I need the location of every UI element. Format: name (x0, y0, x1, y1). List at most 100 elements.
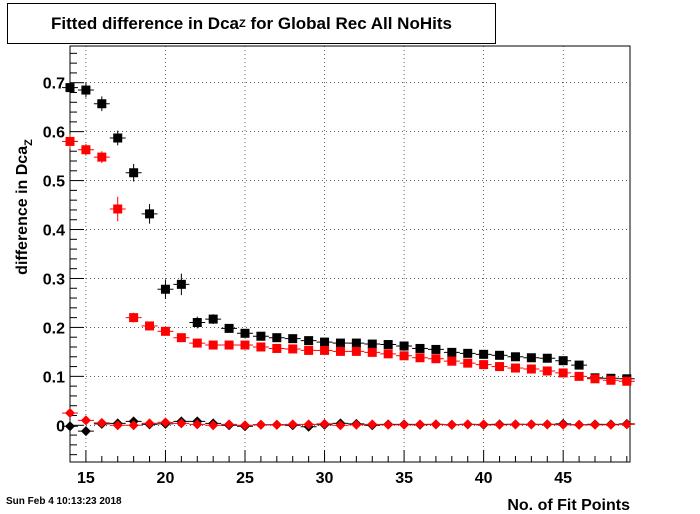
series-3 (62, 408, 635, 431)
data-point (446, 419, 457, 430)
data-point (240, 420, 250, 431)
data-point (510, 352, 520, 362)
data-point (574, 360, 584, 370)
data-point (430, 419, 441, 430)
tick-label-layer: 15 20 25 30 35 40 45 0 0.1 0.2 0.3 0.4 0.5 0.6 0.7 (43, 76, 572, 487)
data-point (113, 204, 123, 214)
data-point (335, 420, 346, 431)
data-point (176, 333, 186, 343)
data-point (256, 331, 266, 341)
data-point (542, 366, 552, 376)
series-0 (62, 77, 635, 384)
data-point (129, 168, 139, 178)
y-axis-label: difference in DcaZ (14, 139, 35, 275)
y-axis-label-main: difference in Dca (14, 146, 31, 275)
data-point (80, 415, 91, 426)
data-point (192, 338, 202, 348)
data-point (319, 418, 330, 429)
data-point (399, 419, 410, 430)
x-axis-label: No. of Fit Points (507, 497, 630, 514)
data-point (255, 419, 266, 430)
x-tick-label: 30 (316, 470, 334, 487)
data-point (113, 133, 123, 143)
data-point (447, 356, 457, 366)
x-tick-label: 15 (77, 470, 95, 487)
y-tick-label: 0.1 (43, 369, 65, 386)
data-point (304, 345, 314, 355)
data-point (224, 419, 235, 430)
y-tick-label: 0.4 (43, 223, 65, 240)
data-point (129, 313, 139, 323)
data-point (510, 363, 520, 373)
data-point (160, 417, 171, 428)
data-point (622, 376, 632, 386)
data-layer (62, 77, 635, 437)
data-point (65, 136, 75, 146)
data-point (351, 346, 361, 356)
data-point (224, 323, 234, 333)
data-point (495, 350, 505, 360)
data-point (240, 340, 250, 350)
data-point (367, 419, 378, 430)
data-point (621, 419, 632, 430)
data-point (128, 420, 139, 431)
series-1 (62, 134, 635, 386)
data-point (208, 420, 219, 431)
data-point (590, 374, 600, 384)
data-point (462, 419, 473, 430)
data-point (415, 343, 425, 353)
data-point (224, 340, 234, 350)
data-point (192, 318, 202, 328)
data-point (558, 356, 568, 366)
data-point (96, 417, 107, 428)
data-point (176, 418, 187, 429)
data-point (65, 408, 75, 419)
data-point (80, 426, 91, 437)
data-point (208, 314, 218, 324)
y-tick-label: 0.6 (43, 125, 65, 142)
data-point (240, 328, 250, 338)
data-point (271, 419, 282, 430)
data-point (320, 345, 330, 355)
data-point (97, 152, 107, 162)
data-point (574, 371, 584, 381)
data-point (526, 419, 537, 430)
data-point (288, 344, 298, 354)
data-point (320, 337, 330, 347)
data-point (605, 419, 616, 430)
chart-title-main: Fitted difference in Dca (51, 13, 239, 33)
y-tick-label: 0 (56, 418, 65, 435)
datestamp: Sun Feb 4 10:13:23 2018 (6, 496, 122, 507)
data-point (590, 419, 600, 430)
data-point (558, 419, 569, 430)
data-point (160, 326, 170, 336)
data-point (606, 375, 616, 385)
data-point (176, 279, 186, 289)
data-point (65, 421, 75, 432)
data-point (335, 346, 345, 356)
data-point (463, 348, 473, 358)
plot-frame (69, 45, 631, 463)
tick-layer (69, 52, 628, 462)
chart-title-subscript: Z (239, 17, 246, 30)
data-point (494, 419, 505, 430)
y-tick-label: 0.3 (43, 271, 65, 288)
data-point (479, 360, 489, 370)
grid-layer (70, 46, 630, 462)
data-point (526, 353, 536, 363)
x-tick-label: 35 (395, 470, 413, 487)
data-point (463, 358, 473, 368)
data-point (431, 354, 441, 364)
y-tick-label: 0.7 (43, 76, 65, 93)
data-point (351, 419, 362, 430)
data-point (351, 338, 361, 348)
data-point (542, 419, 553, 430)
data-point (303, 419, 314, 430)
data-point (112, 420, 123, 431)
data-point (478, 419, 489, 430)
data-point (160, 284, 170, 294)
chart-title-rest: for Global Rec All NoHits (245, 13, 452, 33)
data-point (335, 338, 345, 348)
data-point (145, 321, 155, 331)
